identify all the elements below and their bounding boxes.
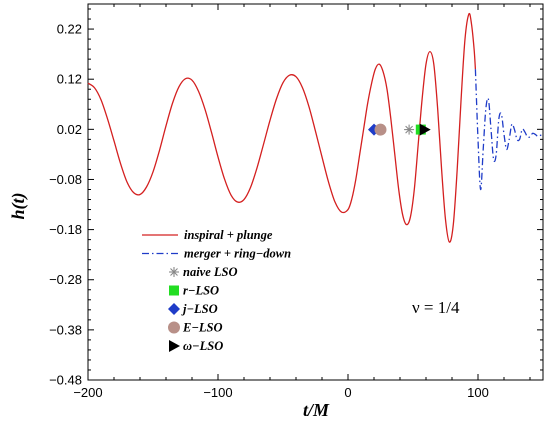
merger-ringdown-line — [474, 69, 544, 191]
marker-e-lso — [374, 123, 387, 136]
y-axis-title: h(t) — [8, 193, 29, 220]
y-tick-label: −0.28 — [49, 272, 82, 287]
legend-item: naive LSO — [169, 265, 238, 279]
legend-item: E−LSO — [168, 321, 223, 335]
y-tick-label: 0.02 — [57, 122, 82, 137]
y-tick-label: −0.08 — [49, 172, 82, 187]
y-tick-label: −0.38 — [49, 322, 82, 337]
marker--lso — [419, 123, 431, 136]
x-tick-label: −200 — [73, 385, 102, 400]
lso-markers — [368, 123, 431, 136]
y-tick-label: 0.12 — [57, 72, 82, 87]
x-axis-title: t/M — [303, 400, 330, 420]
legend-label: merger + ring−down — [184, 247, 291, 261]
y-tick-label: −0.18 — [49, 222, 82, 237]
y-tick-label: 0.22 — [57, 22, 82, 37]
series-layer — [87, 12, 544, 243]
legend-label: r−LSO — [183, 284, 219, 298]
legend-item: r−LSO — [169, 284, 219, 298]
legend-label: naive LSO — [183, 265, 238, 279]
legend-label: j−LSO — [181, 302, 218, 316]
x-tick-label: −100 — [203, 385, 232, 400]
x-axis-ticks: −200 −100 0 100 — [73, 4, 531, 400]
x-tick-label: 100 — [467, 385, 489, 400]
nu-annotation: ν = 1/4 — [412, 298, 460, 317]
marker-naive-lso — [404, 124, 415, 135]
legend-item: ω−LSO — [169, 339, 223, 353]
legend-item: j−LSO — [168, 302, 218, 316]
y-axis-ticks: −0.48 −0.38 −0.28 −0.18 −0.08 0.02 0.12 0.22 — [49, 8, 543, 388]
legend-label: inspiral + plunge — [184, 228, 273, 242]
legend-swatch — [168, 321, 180, 334]
legend-item: merger + ring−down — [142, 247, 291, 261]
legend: inspiral + plunge merger + ring−down naive… — [142, 228, 291, 353]
inspiral-plunge-line — [87, 12, 477, 243]
y-tick-label: −0.48 — [49, 373, 82, 388]
legend-label: E−LSO — [182, 321, 223, 335]
legend-swatch — [169, 267, 179, 277]
legend-swatch — [169, 340, 180, 352]
x-tick-label: 0 — [344, 385, 351, 400]
legend-swatch — [168, 303, 180, 315]
legend-swatch — [169, 285, 179, 296]
legend-label: ω−LSO — [183, 339, 223, 353]
legend-item: inspiral + plunge — [142, 228, 273, 242]
plot-frame — [87, 3, 544, 381]
